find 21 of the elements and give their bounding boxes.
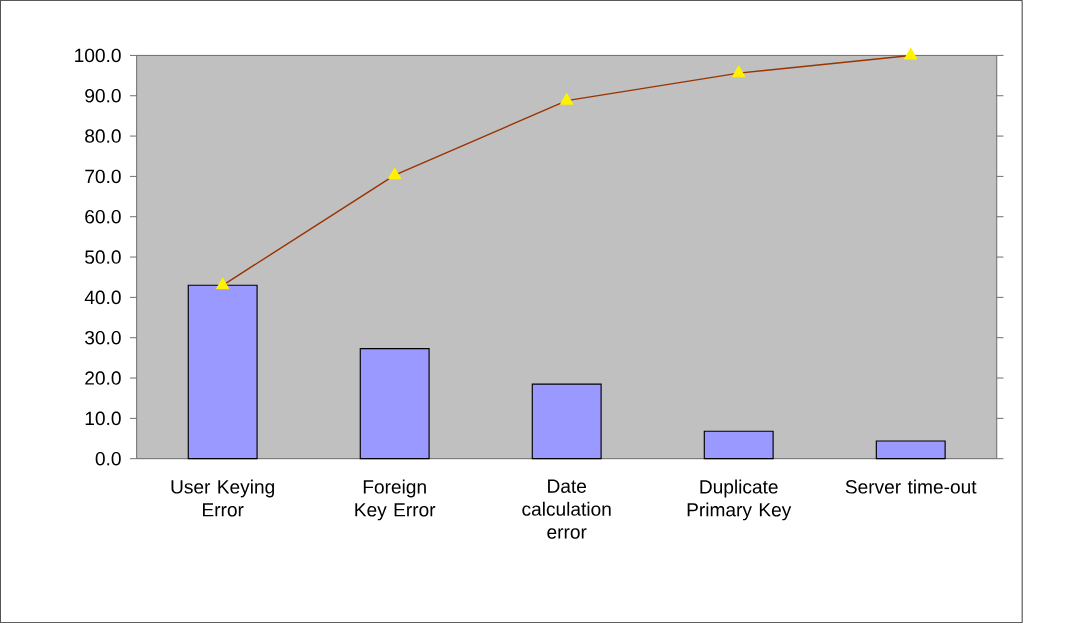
bar bbox=[875, 440, 946, 460]
y-tick-label: 40.0 bbox=[84, 290, 121, 305]
y-tick-label: 60.0 bbox=[85, 209, 121, 224]
y-tick-label: 30.0 bbox=[85, 330, 121, 345]
y-tick-label: 0.0 bbox=[95, 451, 121, 466]
bar bbox=[359, 347, 430, 460]
x-tick-label: Duplicate Primary Key bbox=[687, 479, 792, 521]
x-tick-label: Date calculation error bbox=[522, 479, 611, 539]
x-tick-label: User Keying Error bbox=[171, 479, 274, 517]
y-tick-label: 80.0 bbox=[85, 129, 121, 143]
y-tick-label: 90.0 bbox=[85, 88, 121, 103]
x-tick-label: Foreign Key Error bbox=[355, 479, 436, 521]
y-tick-label: 20.0 bbox=[85, 371, 121, 385]
bar bbox=[531, 383, 602, 460]
x-tick-label: Server time-out bbox=[845, 479, 977, 494]
y-tick-label: 100.0 bbox=[75, 48, 121, 63]
bar bbox=[703, 430, 774, 460]
bar bbox=[187, 284, 258, 460]
y-tick-label: 50.0 bbox=[85, 250, 121, 264]
y-tick-label: 10.0 bbox=[85, 411, 121, 426]
y-tick-label: 70.0 bbox=[85, 169, 121, 184]
